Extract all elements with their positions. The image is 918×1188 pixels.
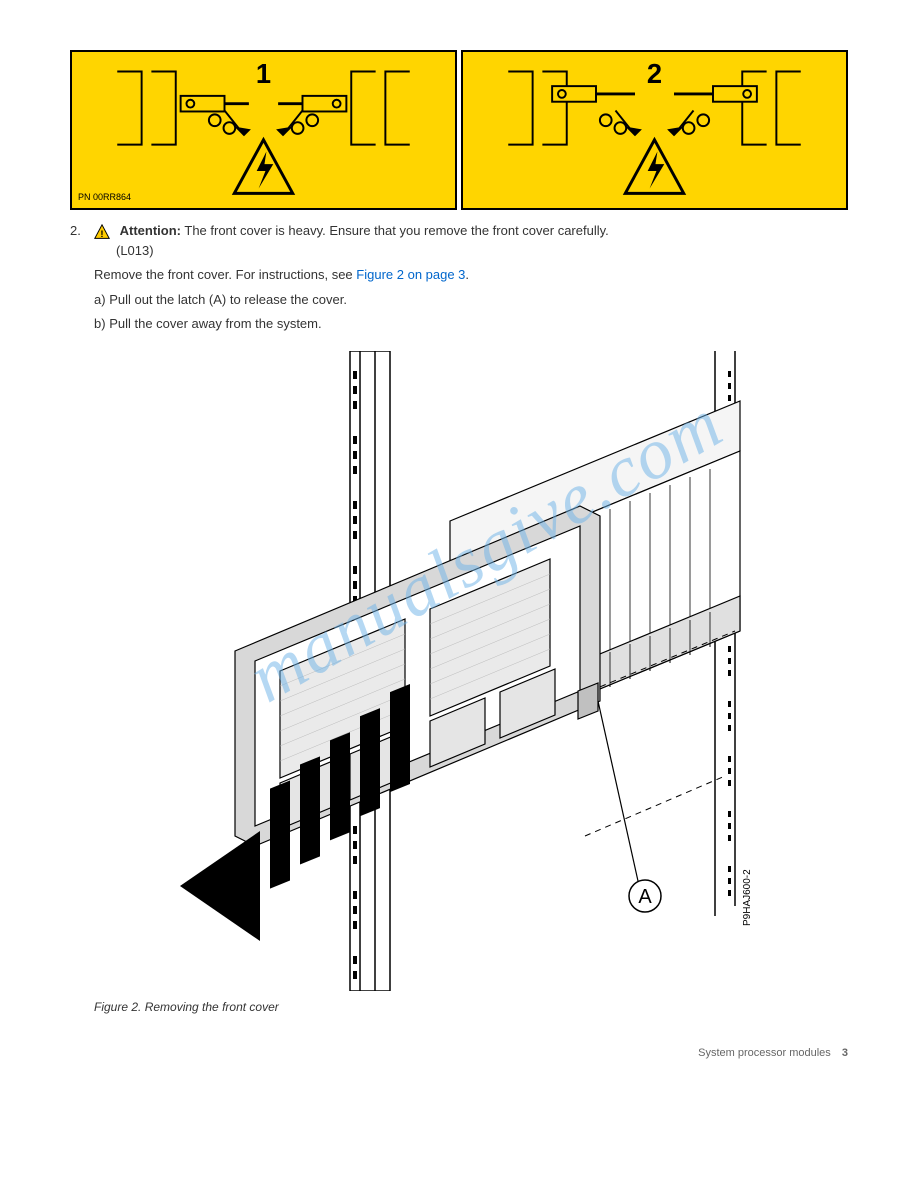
- step-number: 2.: [70, 222, 94, 333]
- step-2: 2. ! Attention: The front cover is heavy…: [70, 222, 848, 333]
- warning-number-2: 2: [647, 58, 662, 89]
- step-2a: a) Pull out the latch (A) to release the…: [94, 291, 848, 309]
- caution-line: ! Attention: The front cover is heavy. E…: [94, 222, 848, 260]
- part-number-label: PN 00RR864: [78, 191, 131, 204]
- warning-box-2: 2: [461, 50, 848, 210]
- figure-caption: Figure 2. Removing the front cover: [70, 999, 848, 1016]
- figure-ref-number: P9HAJ600-2: [742, 869, 753, 926]
- warning-box-1: 1: [70, 50, 457, 210]
- step-2-instruction: Remove the front cover. For instructions…: [94, 266, 848, 284]
- warning-illustration-1: 1: [72, 52, 455, 208]
- caution-triangle-icon: !: [94, 222, 110, 240]
- shock-hazard-icon: [625, 140, 684, 194]
- figure-link[interactable]: Figure 2 on page 3: [356, 267, 465, 282]
- callout-a: A: [598, 701, 661, 912]
- footer-section-title: System processor modules: [698, 1047, 831, 1059]
- shock-hazard-icon: [234, 140, 293, 194]
- caution-body-text: The front cover is heavy. Ensure that yo…: [181, 223, 609, 238]
- svg-text:A: A: [638, 886, 652, 908]
- caution-code: (L013): [116, 242, 848, 260]
- caution-bold-label: Attention:: [120, 223, 181, 238]
- svg-text:!: !: [100, 228, 103, 239]
- step-2b: b) Pull the cover away from the system.: [94, 315, 848, 333]
- page-footer: System processor modules 3: [70, 1046, 848, 1061]
- warning-illustration-2: 2: [463, 52, 846, 208]
- footer-page-number: 3: [842, 1047, 848, 1059]
- server-cover-illustration: A P9HAJ600-2: [170, 351, 760, 991]
- figure-2: A P9HAJ600-2: [70, 351, 848, 991]
- warning-number-1: 1: [256, 58, 271, 89]
- warning-label-panel: 1: [70, 50, 848, 210]
